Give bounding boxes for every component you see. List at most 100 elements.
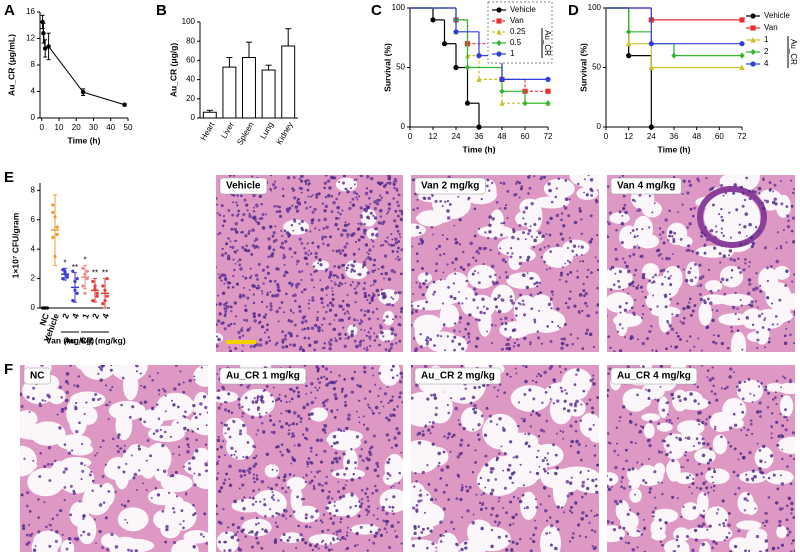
nucleus (475, 407, 478, 410)
nucleus (359, 175, 364, 178)
nucleus (250, 252, 254, 256)
nucleus (596, 303, 599, 307)
nucleus (269, 419, 273, 422)
nucleus (393, 333, 398, 337)
nucleus (452, 527, 456, 531)
nucleus (217, 460, 220, 462)
nucleus (393, 436, 397, 440)
nucleus (249, 496, 252, 499)
nucleus (263, 498, 266, 501)
nucleus (661, 257, 664, 260)
nucleus (775, 247, 778, 250)
nucleus (265, 452, 270, 456)
nucleus (343, 344, 347, 348)
marker (750, 61, 756, 67)
nucleus (354, 504, 357, 508)
nucleus (395, 224, 399, 229)
nucleus (529, 471, 532, 473)
nucleus (708, 458, 713, 462)
nucleus (255, 220, 258, 223)
nucleus (634, 299, 637, 302)
nucleus (739, 452, 743, 455)
nucleus (258, 412, 261, 415)
airspace (252, 489, 287, 518)
nucleus (391, 238, 394, 241)
nucleus (253, 480, 256, 484)
nucleus (216, 266, 217, 269)
nucleus (363, 291, 367, 295)
nucleus (248, 467, 252, 471)
nucleus (401, 372, 403, 375)
nucleus (316, 367, 320, 371)
marker (476, 76, 482, 82)
nucleus (622, 194, 626, 198)
nucleus (78, 421, 81, 425)
nucleus (533, 238, 537, 243)
nucleus (434, 498, 437, 501)
airspace (775, 194, 791, 218)
nucleus (431, 425, 434, 429)
nucleus (546, 462, 550, 466)
nucleus (328, 275, 332, 279)
nucleus (301, 328, 304, 331)
x-tick-label: 0 (408, 132, 413, 141)
nucleus (366, 251, 369, 254)
nucleus (355, 531, 359, 536)
nucleus (311, 548, 315, 552)
nucleus (537, 231, 542, 235)
nucleus (651, 281, 653, 284)
nucleus (299, 187, 304, 191)
airspace (774, 266, 790, 280)
nucleus (77, 375, 80, 378)
nucleus (288, 536, 291, 539)
nucleus (123, 444, 126, 447)
nucleus (304, 541, 308, 545)
nucleus (498, 452, 501, 455)
nucleus (517, 424, 520, 428)
nucleus (577, 310, 581, 313)
nucleus (554, 546, 558, 551)
nucleus (515, 182, 518, 185)
nucleus (747, 492, 750, 496)
nucleus (254, 500, 258, 503)
nucleus (307, 336, 311, 340)
nucleus (416, 259, 420, 263)
nucleus (233, 301, 237, 305)
nucleus (106, 548, 110, 552)
nucleus (704, 243, 707, 246)
nucleus (785, 518, 789, 522)
nucleus (236, 214, 239, 218)
nucleus (791, 539, 795, 543)
nucleus (701, 453, 706, 458)
nucleus (521, 493, 525, 497)
nucleus (700, 472, 704, 476)
nucleus (274, 225, 277, 228)
nucleus (658, 227, 662, 230)
nucleus (564, 179, 568, 182)
nucleus (429, 432, 432, 435)
nucleus (20, 493, 24, 497)
nucleus (688, 297, 692, 301)
airspace (629, 488, 642, 503)
x-tick-label: Heart (199, 120, 217, 142)
nucleus (282, 246, 285, 250)
nucleus (278, 214, 283, 218)
nucleus (648, 487, 653, 491)
nucleus (380, 272, 383, 275)
nucleus (384, 519, 389, 524)
nucleus (452, 329, 456, 333)
nucleus (429, 337, 433, 342)
nucleus (689, 267, 692, 270)
nucleus (397, 258, 400, 261)
nucleus (323, 423, 326, 427)
nucleus (562, 337, 567, 341)
nucleus (524, 238, 527, 241)
nucleus (164, 410, 167, 413)
nucleus (581, 347, 585, 350)
nucleus (269, 304, 273, 308)
nucleus (373, 258, 377, 262)
legend-label: 2 (764, 47, 769, 56)
nucleus (573, 245, 576, 248)
nucleus (305, 393, 308, 396)
nucleus (477, 422, 481, 427)
